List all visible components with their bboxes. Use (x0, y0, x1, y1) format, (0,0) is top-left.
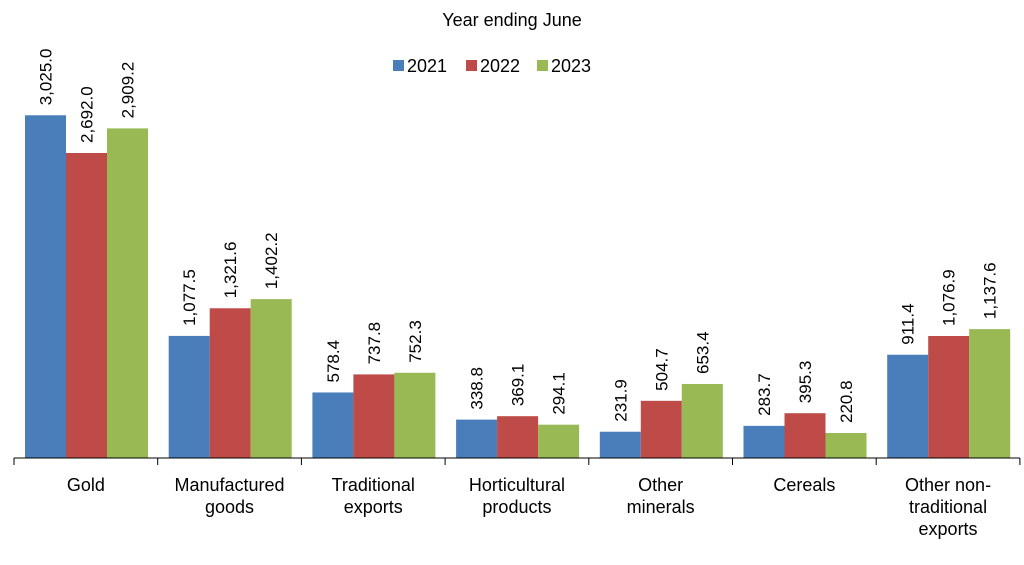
category-label: Other minerals (627, 475, 695, 517)
bar-2023-1 (250, 299, 292, 458)
data-label: 653.4 (693, 331, 712, 374)
bar-2023-6 (969, 329, 1011, 458)
category-label: Other non-traditional exports (905, 475, 991, 539)
data-label: 3,025.0 (37, 49, 56, 106)
data-label: 294.1 (550, 372, 569, 415)
data-label: 911.4 (899, 303, 918, 344)
bar-2022-4 (640, 400, 682, 458)
data-label: 504.7 (652, 348, 671, 391)
data-label: 283.7 (755, 373, 774, 416)
category-label: Gold (67, 475, 105, 495)
bar-2023-0 (107, 128, 148, 458)
legend-swatch-2022 (466, 60, 477, 71)
data-label: 737.8 (365, 322, 384, 365)
bar-2022-3 (497, 416, 539, 458)
data-label: 752.3 (406, 320, 425, 363)
bars: 3,025.0 2,692.0 2,909.2 1,077.5 1,321.6 1,402… (25, 49, 1011, 458)
data-label: 338.8 (468, 367, 487, 410)
bar-2022-2 (353, 374, 395, 458)
category-label: Cereals (773, 475, 835, 495)
bar-2021-2 (312, 392, 354, 458)
data-label: 395.3 (796, 361, 815, 404)
legend-label-2021: 2021 (407, 56, 447, 76)
data-label: 1,402.2 (262, 232, 281, 289)
bar-2023-3 (538, 424, 580, 458)
bar-2023-5 (825, 432, 867, 458)
x-axis: Gold Manufactured goods Traditional exports H… (13, 457, 1021, 539)
data-label: 1,137.6 (981, 262, 1000, 319)
bar-2021-0 (25, 115, 66, 458)
data-label: 369.1 (509, 364, 528, 407)
legend-swatch-2021 (393, 60, 404, 71)
data-label: 220.8 (837, 380, 856, 423)
bar-2022-6 (928, 335, 970, 458)
bar-2022-0 (66, 152, 107, 458)
legend-label-2023: 2023 (551, 56, 591, 76)
data-label: 1,077.5 (180, 269, 199, 326)
bar-2022-1 (209, 308, 251, 458)
bar-2021-4 (599, 431, 641, 458)
data-label: 578.4 (324, 340, 343, 383)
category-label: Manufactured goods (175, 475, 285, 517)
category-label: Horticultural products (469, 475, 565, 517)
data-label: 1,076.9 (940, 269, 959, 326)
bar-2023-4 (681, 383, 723, 458)
legend-title: Year ending June (442, 10, 581, 30)
legend: 2021 2022 2023 (393, 56, 591, 76)
bar-2021-3 (456, 419, 498, 458)
data-label: 231.9 (611, 379, 630, 422)
bar-2021-5 (743, 425, 785, 458)
data-label: 2,909.2 (119, 62, 138, 119)
data-label: 2,692.0 (78, 86, 97, 143)
legend-label-2022: 2022 (480, 56, 520, 76)
bar-2021-1 (168, 335, 210, 458)
legend-swatch-2023 (537, 60, 548, 71)
bar-2023-2 (394, 372, 436, 458)
bar-2021-6 (887, 354, 929, 458)
data-label: 1,321.6 (221, 242, 240, 299)
category-label: Traditional exports (332, 475, 415, 517)
bar-2022-5 (784, 413, 826, 458)
